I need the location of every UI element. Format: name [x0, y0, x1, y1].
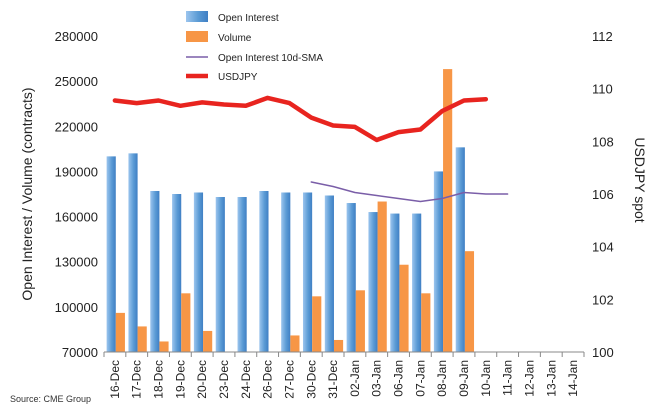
y-left-tick-label: 70000 [62, 345, 98, 360]
open-interest-bar [455, 147, 465, 352]
open-interest-bar [346, 203, 356, 352]
volume-bar [464, 251, 475, 352]
x-tick-label: 02-Jan [348, 360, 362, 397]
volume-bar [203, 330, 213, 352]
volume-bar [290, 335, 300, 352]
open-interest-bar [150, 190, 160, 352]
open-interest-bar [368, 212, 378, 352]
open-interest-bar [412, 213, 422, 352]
open-interest-bar [433, 171, 444, 352]
volume-bar [333, 339, 344, 352]
open-interest-bar [237, 197, 247, 352]
sma-line [310, 181, 509, 203]
x-tick-label: 31-Dec [326, 360, 340, 399]
y-right-tick-label: 100 [592, 345, 614, 360]
y-left-tick-label: 130000 [55, 255, 98, 270]
x-tick-label: 16-Dec [108, 360, 122, 399]
x-tick-label: 14-Jan [566, 360, 580, 397]
y-right-tick-label: 104 [592, 240, 614, 255]
volume-bar [377, 201, 387, 352]
y-left-tick-label: 160000 [55, 210, 98, 225]
x-tick-label: 12-Jan [522, 360, 536, 397]
volume-bar [421, 293, 431, 352]
x-tick-label: 17-Dec [130, 360, 144, 399]
open-interest-bar [172, 194, 182, 352]
legend-label: Open Interest 10d-SMA [218, 53, 323, 64]
legend-swatch-volume [186, 31, 208, 42]
open-interest-bar [390, 213, 400, 352]
legend-swatch-open-interest [186, 11, 208, 22]
x-tick-label: 30-Dec [304, 360, 318, 399]
x-tick-label: 27-Dec [282, 360, 296, 399]
volume-bar [115, 312, 125, 352]
volume-bar [312, 296, 322, 352]
x-tick-label: 10-Jan [479, 360, 493, 397]
bars [106, 69, 475, 352]
usdjpy-line [112, 95, 489, 143]
axes: 16-Dec 17-Dec 18-Dec 19-Dec 20-Dec 23-Dec 24-D… [55, 29, 614, 399]
open-interest-bar [215, 197, 225, 352]
y-left-tick-label: 190000 [55, 164, 98, 179]
x-tick-label: 11-Jan [501, 360, 515, 396]
x-tick-label: 19-Dec [173, 360, 187, 399]
x-tick-label: 07-Jan [413, 360, 427, 397]
y-right-tick-label: 108 [592, 134, 614, 149]
legend-label: USDJPY [218, 72, 258, 83]
lines [112, 95, 509, 203]
volume-bar [159, 341, 169, 352]
x-tick-label: 13-Jan [544, 360, 558, 397]
x-tick-label: 08-Jan [435, 360, 449, 397]
y-right-tick-label: 112 [592, 29, 613, 44]
y-left-tick-label: 100000 [55, 300, 98, 315]
x-tick-label: 09-Jan [457, 360, 471, 397]
volume-bar [137, 326, 147, 352]
y-axis-left-title: Open Interest / Volume (contracts) [19, 87, 35, 300]
open-interest-bar [128, 153, 138, 352]
x-tick-label: 26-Dec [261, 360, 275, 399]
x-tick-label: 06-Jan [392, 360, 406, 397]
open-interest-bar [106, 156, 116, 352]
x-tick-label: 18-Dec [152, 360, 166, 399]
open-interest-bar [302, 192, 313, 352]
open-interest-bar [324, 195, 334, 352]
y-axis-right-title: USDJPY spot [632, 137, 648, 222]
volume-bar [181, 293, 191, 352]
x-tick-label: 23-Dec [217, 360, 231, 399]
volume-bar [355, 290, 365, 352]
y-right-tick-label: 106 [592, 187, 614, 202]
legend-label: Open Interest [218, 13, 279, 24]
x-tick-label: 24-Dec [239, 360, 253, 399]
source-note: Source: CME Group [10, 394, 91, 404]
y-right-tick-label: 102 [592, 292, 614, 307]
legend-label: Volume [218, 33, 252, 44]
open-interest-bar [281, 192, 291, 352]
y-left-tick-label: 280000 [55, 29, 98, 44]
volume-bar [399, 264, 409, 352]
open-interest-bar [193, 192, 204, 352]
y-left-tick-label: 220000 [55, 119, 98, 134]
legend: Open Interest Volume Open Interest 10d-SMA… [186, 11, 323, 83]
y-right-tick-label: 110 [592, 82, 613, 97]
x-tick-label: 20-Dec [195, 360, 209, 399]
open-interest-bar [259, 190, 269, 352]
y-left-tick-label: 250000 [55, 74, 98, 89]
x-tick-label: 03-Jan [370, 360, 384, 397]
volume-bar [443, 69, 453, 352]
